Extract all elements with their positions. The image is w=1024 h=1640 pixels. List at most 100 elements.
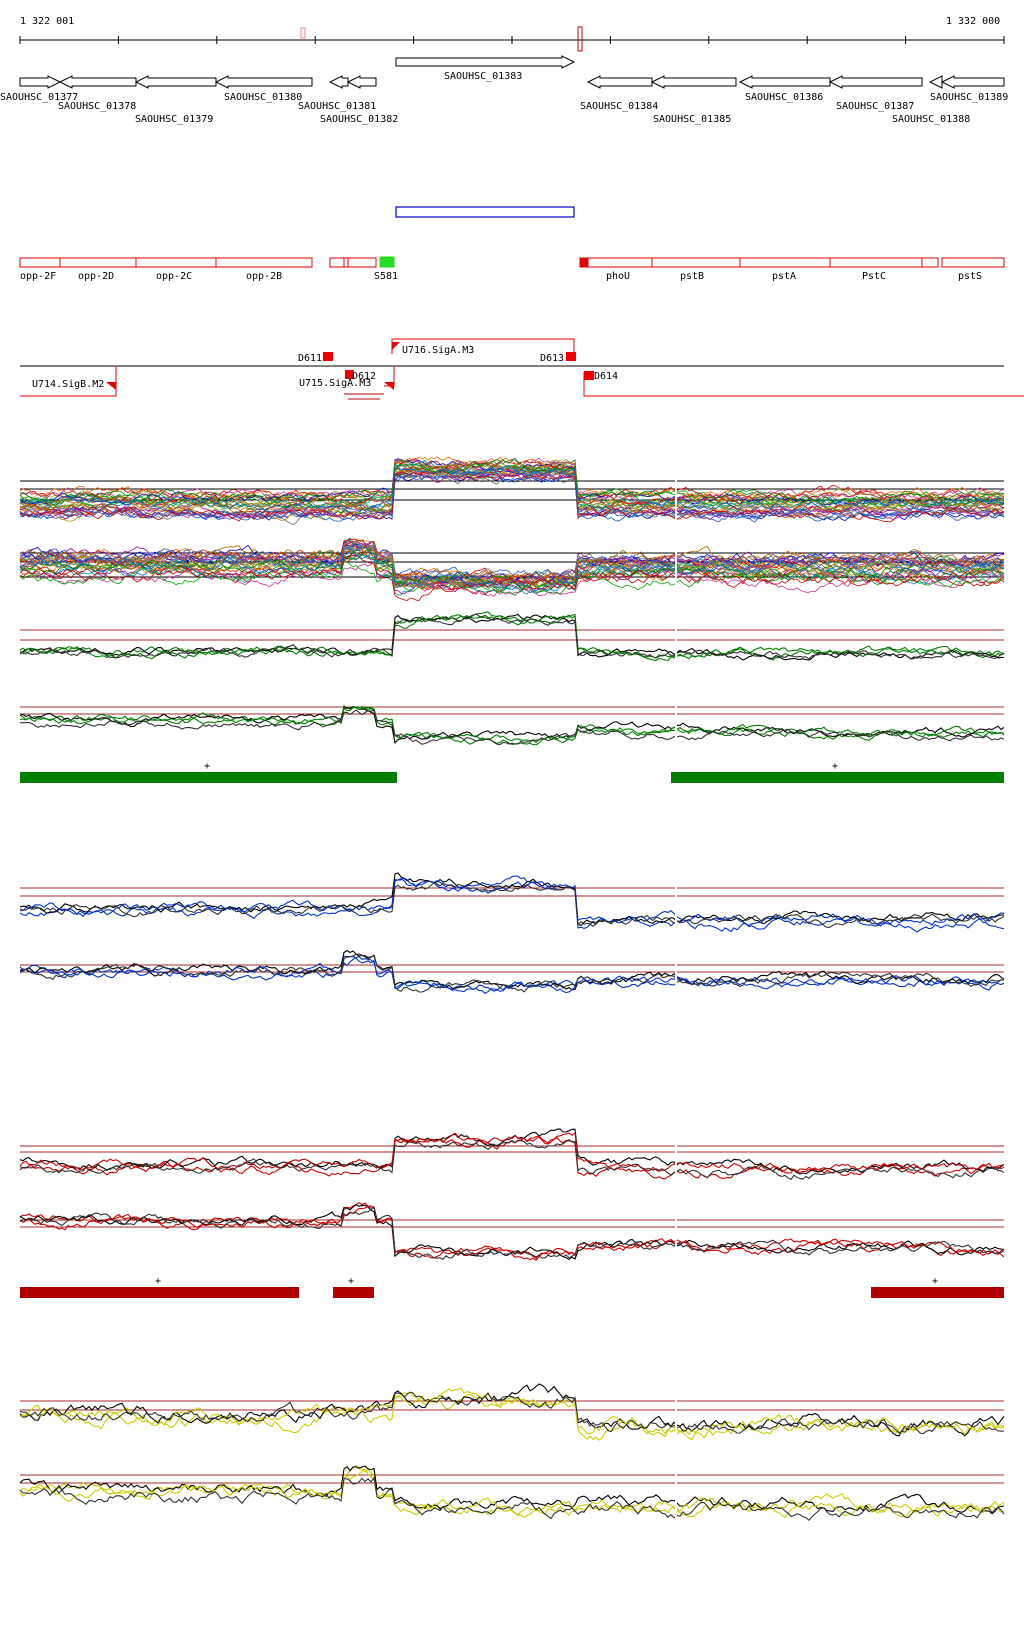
expression-line [19,1128,1005,1175]
annotation-label: phoU [606,271,630,282]
feature-label-u714: U714.SigB.M2 [32,379,104,390]
feature-label-d612: D612 [352,371,376,382]
gene-arrow[interactable]: SAOUHSC_01386 [738,75,831,103]
segment-mark: + [155,1276,161,1287]
gene-arrow[interactable]: SAOUHSC_01377 [0,75,78,103]
green-panel-2 [19,700,1005,746]
transcript-box[interactable] [395,206,575,218]
feature-label-d611: D611 [298,353,322,364]
annotation-feature[interactable]: PstC [829,257,923,282]
annotation-label: pstS [958,271,982,282]
gene-label: SAOUHSC_01378 [58,101,136,112]
gene-arrow[interactable]: SAOUHSC_01379 [134,75,217,125]
expression-line [19,1136,1005,1180]
annotation-feature[interactable]: opp-2D [59,257,137,282]
blue-panel-2 [19,949,1005,1000]
red-panel-1 [19,1128,1005,1181]
expression-line [19,549,1005,597]
gene-arrow[interactable]: SAOUHSC_01387 [828,75,923,112]
expression-line [19,1387,1005,1438]
expression-line [19,539,1005,585]
annotation-track: opp-2F opp-2D opp-2C opp-2B S581 phoU pstB pstA… [19,256,1005,282]
gene-arrow[interactable]: SAOUHSC_01389 [930,75,1008,103]
gene-arrow[interactable]: SAOUHSC_01380 [214,75,313,103]
annotation-label: PstC [862,271,886,282]
gene-arrow[interactable]: SAOUHSC_01382 [320,75,398,125]
segment-bar-red[interactable] [333,1287,374,1298]
annotation-label: opp-2D [78,271,114,282]
expression-line [19,1391,1005,1435]
expression-line [19,704,1005,746]
feature-label-d613: D613 [540,353,564,364]
expression-line [19,464,1005,515]
expression-line [19,1205,1005,1262]
gene-arrow[interactable]: SAOUHSC_01388 [892,75,970,125]
gene-label: SAOUHSC_01388 [892,114,970,125]
expression-line [19,953,1005,993]
gene-label: SAOUHSC_01381 [298,101,376,112]
annotation-feature[interactable] [347,257,377,268]
expression-line [19,541,1005,587]
gene-label: SAOUHSC_01386 [745,92,823,103]
annotation-feature[interactable]: pstA [739,257,831,282]
segment-bar-green[interactable] [20,772,397,783]
expression-line [19,1468,1005,1519]
annotation-label: pstA [772,271,796,282]
expression-line [19,541,1005,588]
annotation-feature[interactable] [579,257,589,268]
gene-arrow[interactable]: SAOUHSC_01384 [580,75,658,112]
expression-line [19,459,1005,506]
gene-label: SAOUHSC_01384 [580,101,658,112]
annotation-feature[interactable]: pstS [941,257,1005,282]
expression-line [19,955,1005,994]
gene-arrow[interactable]: SAOUHSC_01378 [58,75,137,112]
feature-label-u716: U716.SigA.M3 [402,345,474,356]
ruler-marker [300,27,306,39]
expression-line [19,1206,1005,1261]
yellow-panel-1 [19,1383,1005,1441]
gene-arrow[interactable]: SAOUHSC_01383 [395,55,576,82]
annotation-feature[interactable]: pstB [651,257,741,282]
multi-sample-panel-2 [19,537,1005,602]
feature-block-d611[interactable] [323,352,333,361]
expression-line [19,706,1005,744]
expression-line [19,1464,1005,1518]
coordinate-ruler: 1 322 001 1 332 000 [19,16,1005,52]
annotation-feature[interactable]: opp-2C [135,257,217,282]
annotation-label: opp-2C [156,271,192,282]
annotation-feature[interactable] [343,257,349,268]
expression-line [19,470,1005,526]
expression-line [19,1465,1005,1515]
feature-block-d613[interactable] [566,352,576,361]
gene-arrow[interactable]: SAOUHSC_01385 [650,75,737,125]
segment-bar-green[interactable] [671,772,1004,783]
yellow-panel-2 [19,1464,1005,1521]
annotation-feature[interactable] [921,257,939,268]
expression-line [19,709,1005,746]
feature-label-u715: U715.SigA.M3 [299,378,371,389]
gene-label: SAOUHSC_01379 [135,114,213,125]
expression-line [19,613,1005,660]
multi-sample-panel-1 [19,456,1005,526]
annotation-feature[interactable]: opp-2F [19,257,61,282]
green-panel-1 [19,611,1005,670]
expression-line [19,1139,1005,1181]
expression-line [19,881,1005,928]
annotation-feature[interactable]: opp-2B [215,257,313,282]
expression-line [19,1204,1005,1261]
annotation-label: opp-2B [246,271,282,282]
expression-line [19,468,1005,523]
ruler-marker [577,26,583,52]
segment-mark: + [832,761,838,772]
expression-line [19,458,1005,506]
gene-arrow[interactable]: SAOUHSC_01381 [298,75,376,112]
annotation-feature[interactable]: S581 [374,256,398,282]
feature-block-d612[interactable] [345,370,354,379]
feature-block-d614[interactable] [584,371,594,380]
segment-bar-red[interactable] [20,1287,299,1298]
annotation-feature[interactable]: phoU [579,257,653,282]
expression-line [19,1476,1005,1521]
segment-bar-red[interactable] [871,1287,1004,1298]
expression-line [19,548,1005,595]
annotation-feature[interactable] [329,257,345,268]
